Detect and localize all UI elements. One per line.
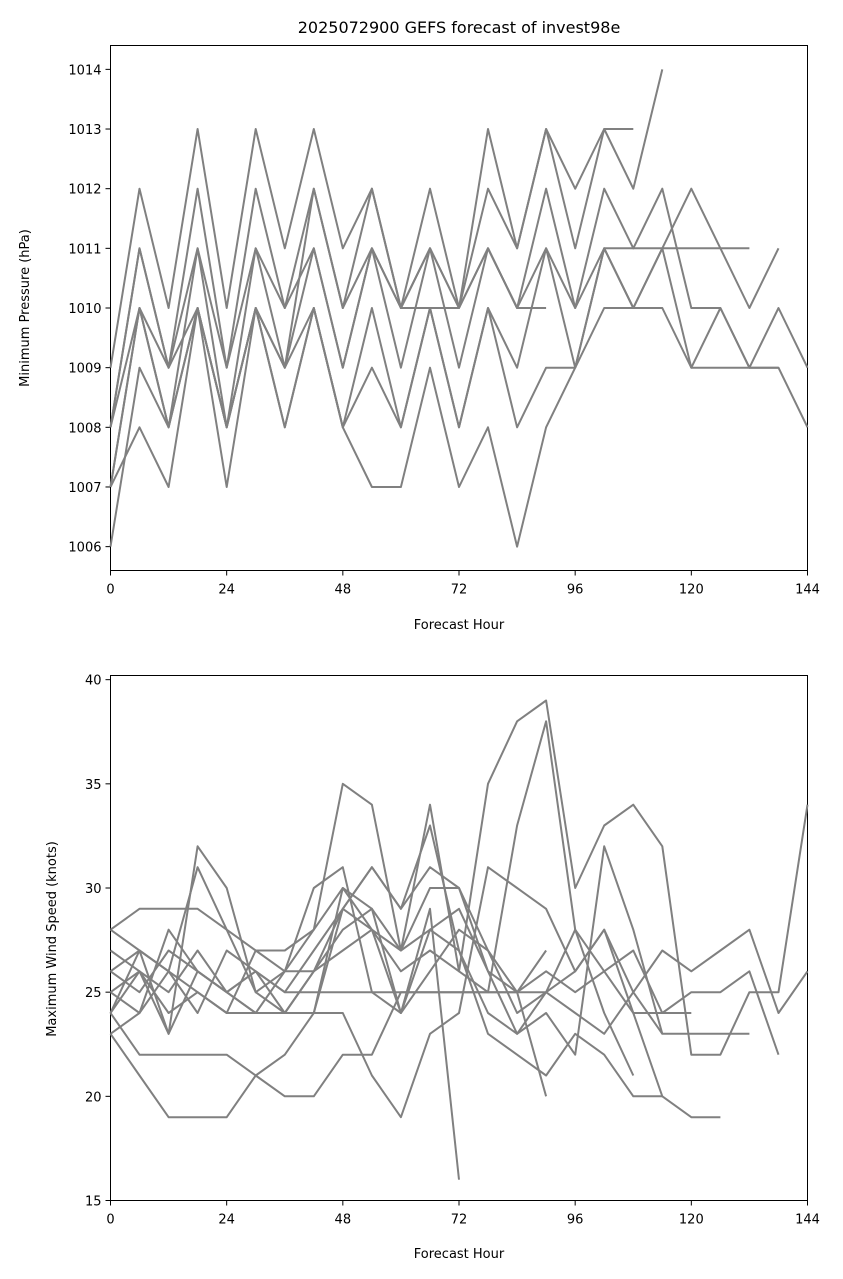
pressure-series-line-5 bbox=[109, 247, 547, 488]
pressure-series-line-6 bbox=[109, 247, 750, 547]
pressure-x-tick-label: 0 bbox=[106, 583, 114, 598]
pressure-y-tick-label: 1008 bbox=[68, 421, 101, 436]
pressure-series-line-2 bbox=[109, 128, 634, 428]
wind-series bbox=[109, 699, 809, 1180]
pressure-x-tick-label: 72 bbox=[451, 583, 468, 598]
pressure-x-tick-label: 24 bbox=[218, 583, 235, 598]
pressure-x-tick-label: 96 bbox=[567, 583, 584, 598]
wind-x-tick-label: 24 bbox=[218, 1213, 235, 1228]
wind-x-tick-label: 0 bbox=[106, 1213, 114, 1228]
pressure-panel: 0 24 48 72 96 120 144 1006 1007 1008 1009 1010 1011 1… bbox=[18, 45, 820, 633]
pressure-y-tick-label: 1012 bbox=[68, 183, 101, 198]
pressure-y-tick-label: 1013 bbox=[68, 123, 101, 138]
wind-y-tick-label: 25 bbox=[85, 986, 102, 1001]
wind-y-axis-label: Maximum Wind Speed (knots) bbox=[45, 841, 60, 1037]
wind-x-tick-label: 48 bbox=[335, 1213, 352, 1228]
pressure-series bbox=[109, 69, 809, 548]
wind-series-line-10 bbox=[109, 824, 663, 1098]
wind-x-tick-label: 120 bbox=[679, 1213, 704, 1228]
pressure-y-axis-label: Minimum Pressure (hPa) bbox=[18, 229, 33, 387]
wind-x-tick-label: 72 bbox=[451, 1213, 468, 1228]
pressure-x-tick-label: 144 bbox=[795, 583, 820, 598]
pressure-series-line-3 bbox=[109, 187, 809, 428]
pressure-x-tick-label: 48 bbox=[335, 583, 352, 598]
wind-ticks: 0 24 48 72 96 120 144 15 20 25 30 35 40 bbox=[85, 674, 820, 1228]
pressure-series-line-8 bbox=[109, 307, 779, 429]
wind-panel: 0 24 48 72 96 120 144 15 20 25 30 35 40 Forecast Hou… bbox=[45, 674, 820, 1262]
pressure-y-tick-label: 1007 bbox=[68, 481, 101, 496]
wind-series-line-3 bbox=[109, 907, 780, 1056]
wind-x-tick-label: 96 bbox=[567, 1213, 584, 1228]
pressure-y-tick-label: 1011 bbox=[68, 242, 101, 257]
pressure-y-tick-label: 1010 bbox=[68, 302, 101, 317]
wind-y-tick-label: 35 bbox=[85, 778, 102, 793]
wind-y-tick-label: 40 bbox=[85, 674, 102, 689]
pressure-x-axis-label: Forecast Hour bbox=[414, 618, 505, 633]
wind-x-tick-label: 144 bbox=[795, 1213, 820, 1228]
pressure-y-tick-label: 1009 bbox=[68, 362, 101, 377]
wind-y-tick-label: 15 bbox=[85, 1195, 102, 1210]
pressure-y-tick-label: 1006 bbox=[68, 541, 101, 556]
wind-x-axis-label: Forecast Hour bbox=[414, 1247, 505, 1262]
wind-series-line-8 bbox=[109, 887, 460, 1180]
pressure-ticks: 0 24 48 72 96 120 144 1006 1007 1008 1009 1010 1011 1… bbox=[68, 63, 820, 597]
wind-series-line-11 bbox=[109, 928, 750, 1035]
wind-y-tick-label: 30 bbox=[85, 882, 102, 897]
chart-title: 2025072900 GEFS forecast of invest98e bbox=[298, 18, 621, 37]
pressure-x-tick-label: 120 bbox=[679, 583, 704, 598]
pressure-y-tick-label: 1014 bbox=[68, 63, 101, 78]
wind-series-line-1 bbox=[109, 699, 809, 1056]
wind-series-line-12 bbox=[109, 887, 721, 1119]
pressure-series-line-7 bbox=[109, 187, 780, 548]
wind-y-tick-label: 20 bbox=[85, 1090, 102, 1105]
wind-plot-frame bbox=[110, 675, 808, 1201]
